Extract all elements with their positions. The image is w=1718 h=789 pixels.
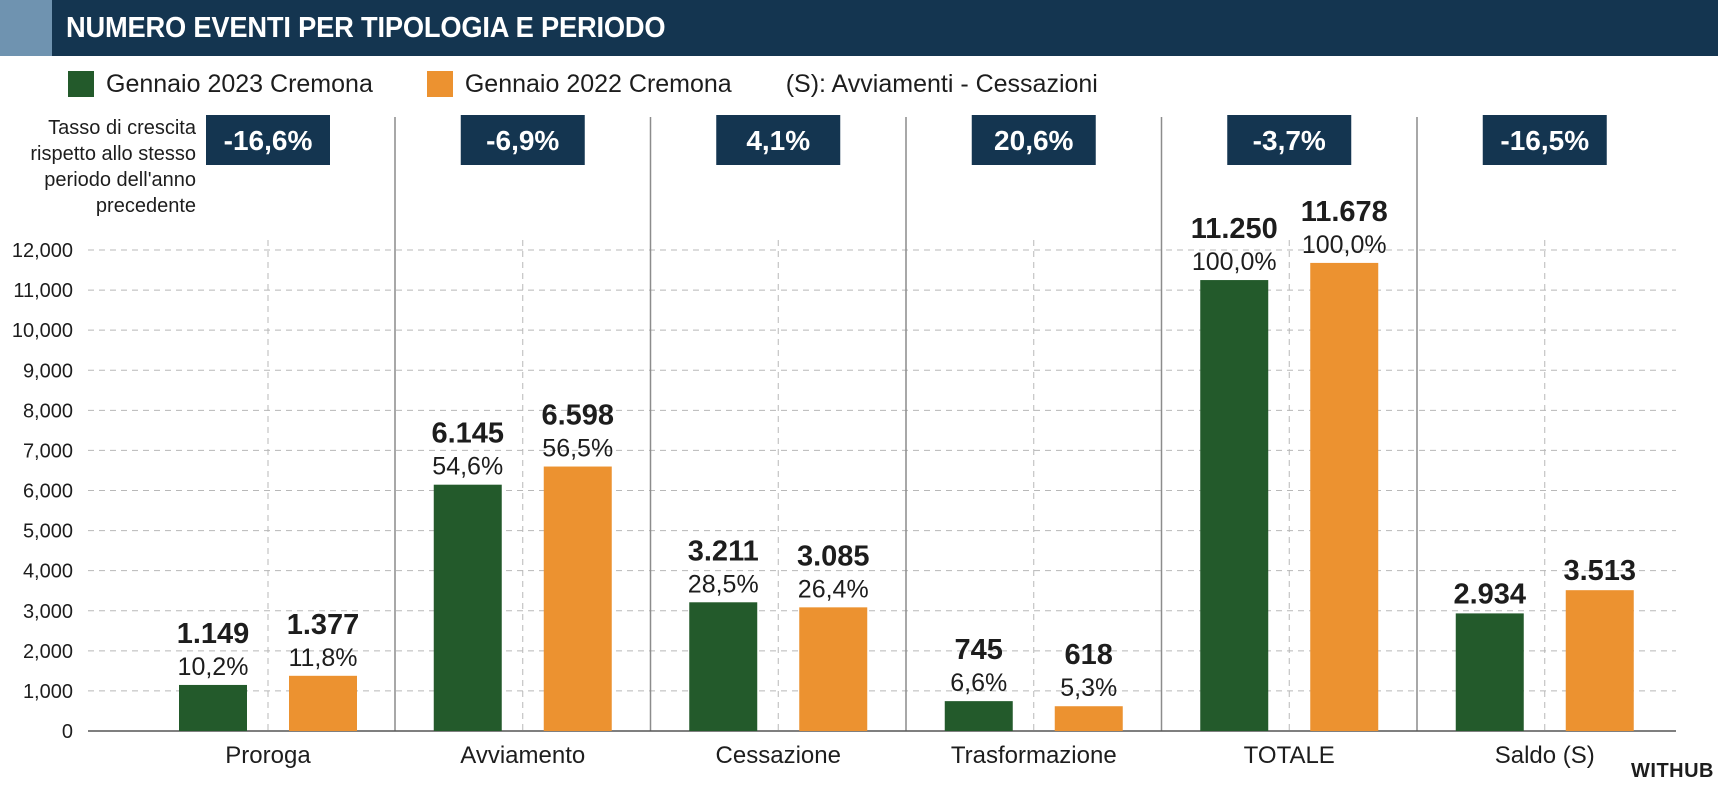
bar-2023 — [179, 684, 247, 731]
y-tick-label: 11,000 — [13, 280, 73, 302]
y-tick-label: 9,000 — [23, 360, 73, 382]
y-tick-label: 4,000 — [23, 561, 73, 583]
growth-rate-label: -16,5% — [1500, 125, 1589, 156]
growth-rate-label: 4,1% — [746, 125, 810, 156]
bar-value-label: 6.145 — [431, 418, 504, 450]
growth-rate-label: -16,6% — [224, 125, 313, 156]
legend-item-2022: Gennaio 2022 Cremona — [426, 69, 732, 99]
bar-value-label: 2.934 — [1453, 578, 1526, 610]
legend: Gennaio 2023 Cremona Gennaio 2022 Cremon… — [68, 68, 1098, 100]
bar-percent-label: 6,6% — [950, 669, 1007, 697]
y-tick-label: 0 — [62, 721, 73, 743]
bar-percent-label: 28,5% — [688, 570, 759, 598]
bar-value-label: 618 — [1065, 639, 1113, 671]
y-tick-label: 7,000 — [23, 440, 73, 462]
bar-value-label: 3.085 — [797, 540, 870, 572]
x-category-label: Avviamento — [460, 742, 585, 769]
y-tick-label: 1,000 — [23, 681, 73, 703]
bar-2023 — [689, 602, 758, 731]
title-bar: NUMERO EVENTI PER TIPOLOGIA E PERIODO — [0, 0, 1718, 56]
x-category-label: TOTALE — [1244, 742, 1335, 769]
y-tick-label: 2,000 — [23, 641, 73, 663]
legend-label-2023: Gennaio 2023 Cremona — [106, 69, 373, 98]
bar-2022 — [543, 466, 612, 731]
y-tick-label: 10,000 — [12, 320, 73, 342]
bar-percent-label: 11,8% — [288, 644, 357, 672]
y-tick-label: 3,000 — [23, 601, 73, 623]
bar-2022 — [289, 675, 357, 731]
y-tick-label: 8,000 — [23, 400, 73, 422]
title-accent-block — [0, 0, 52, 56]
bar-2023 — [1200, 280, 1269, 731]
legend-label-2022: Gennaio 2022 Cremona — [464, 69, 732, 98]
bar-2022 — [1310, 262, 1379, 731]
growth-rate-badge — [1482, 115, 1607, 165]
growth-rate-badge — [1227, 115, 1352, 165]
legend-item-2023: Gennaio 2023 Cremona — [68, 70, 373, 99]
bar-percent-label: 26,4% — [798, 575, 869, 603]
legend-swatch-2022 — [426, 71, 453, 97]
bar-value-label: 3.211 — [688, 535, 759, 567]
x-category-label: Trasformazione — [951, 742, 1117, 769]
bar-value-label: 3.513 — [1563, 555, 1636, 587]
growth-rate-badge — [206, 115, 330, 165]
bar-value-label: 11.678 — [1301, 196, 1388, 228]
bar-2022 — [1054, 706, 1123, 731]
bar-2022 — [799, 607, 868, 731]
growth-rate-label: -3,7% — [1253, 125, 1326, 156]
bar-percent-label: 54,6% — [432, 453, 503, 481]
y-tick-label: 6,000 — [23, 481, 73, 503]
chart-title: NUMERO EVENTI PER TIPOLOGIA E PERIODO — [66, 12, 666, 44]
bar-percent-label: 10,2% — [178, 653, 249, 681]
legend-note: (S): Avviamenti - Cessazioni — [785, 69, 1098, 98]
bar-2023 — [1455, 613, 1524, 731]
y-tick-label: 5,000 — [23, 521, 73, 543]
bar-2023 — [433, 484, 502, 731]
bar-value-label: 1.149 — [177, 618, 250, 650]
bar-percent-label: 5,3% — [1060, 674, 1117, 702]
bar-value-label: 745 — [955, 634, 1003, 666]
growth-rate-label: -6,9% — [486, 125, 559, 156]
bar-value-label: 1.377 — [287, 609, 360, 641]
growth-rate-label: 20,6% — [994, 125, 1073, 156]
bar-value-label: 11.250 — [1191, 213, 1278, 245]
bar-percent-label: 100,0% — [1192, 248, 1277, 276]
x-category-label: Saldo (S) — [1495, 742, 1595, 769]
x-category-label: Proroga — [225, 742, 311, 769]
bar-percent-label: 56,5% — [542, 435, 613, 463]
growth-rate-badge — [716, 115, 841, 165]
legend-swatch-2023 — [68, 71, 94, 97]
x-category-label: Cessazione — [716, 742, 841, 769]
growth-rate-caption: Tasso di crescita rispetto allo stesso p… — [30, 117, 196, 217]
bar-2022 — [1565, 590, 1634, 731]
growth-rate-badge — [460, 115, 585, 165]
y-tick-label: 12,000 — [12, 240, 73, 262]
bar-percent-label: 100,0% — [1302, 231, 1387, 259]
bar-2023 — [944, 701, 1013, 731]
bar-value-label: 6.598 — [541, 400, 614, 432]
source-credit: WITHUB — [1631, 760, 1714, 782]
growth-rate-badge — [971, 115, 1096, 165]
